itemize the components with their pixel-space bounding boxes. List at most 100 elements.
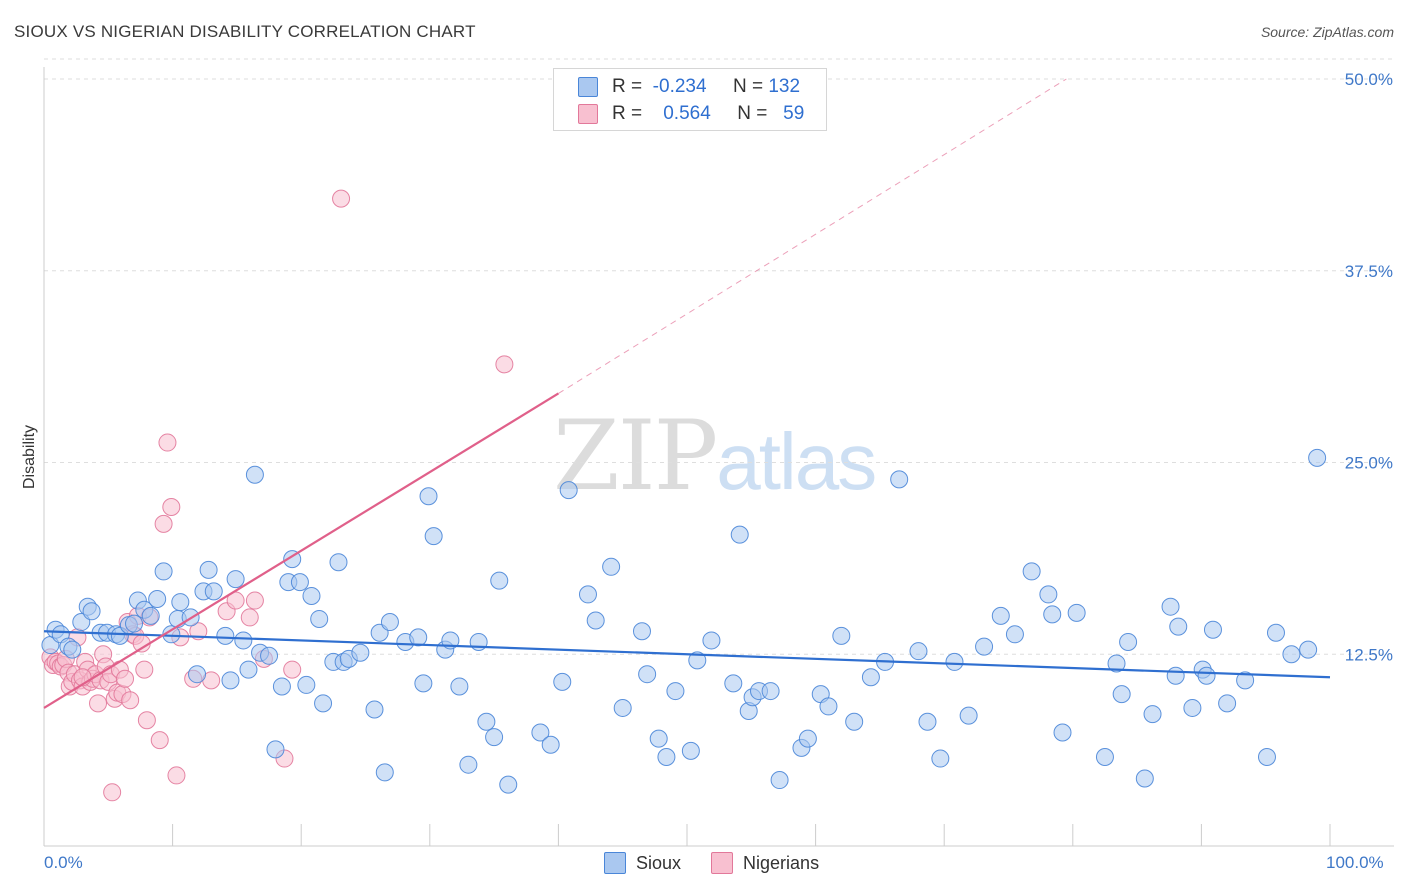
sioux-point bbox=[380, 613, 399, 632]
bottom-legend: Sioux Nigerians bbox=[604, 852, 849, 874]
sioux-point bbox=[1183, 698, 1202, 717]
sioux-point bbox=[724, 674, 743, 693]
nigerians-point bbox=[332, 189, 351, 208]
sioux-trend-line bbox=[43, 630, 1331, 679]
sioux-point bbox=[477, 712, 496, 731]
nigerians-point bbox=[135, 660, 154, 679]
sioux-point bbox=[1039, 585, 1058, 604]
sioux-point bbox=[351, 643, 370, 662]
sioux-point bbox=[559, 481, 578, 500]
sioux-point bbox=[375, 763, 394, 782]
sioux-point bbox=[1236, 671, 1255, 690]
sioux-point bbox=[1107, 654, 1126, 673]
sioux-point bbox=[890, 470, 909, 489]
sioux-point bbox=[1266, 623, 1285, 642]
nigerians-point bbox=[495, 355, 514, 374]
bottom-legend-sioux[interactable]: Sioux bbox=[604, 852, 681, 874]
nigerians-point bbox=[137, 711, 156, 730]
legend-r-value: -0.234 bbox=[652, 76, 707, 97]
legend-r-label: R = bbox=[612, 76, 643, 97]
y-tick-label: 37.5% bbox=[1345, 262, 1393, 281]
sioux-point bbox=[541, 735, 560, 754]
sioux-point bbox=[314, 694, 333, 713]
y-tick-label: 50.0% bbox=[1345, 70, 1393, 89]
nigerians-point bbox=[283, 660, 302, 679]
sioux-point bbox=[553, 672, 572, 691]
sioux-point bbox=[1299, 640, 1318, 659]
sioux-point bbox=[204, 582, 223, 601]
sioux-point bbox=[125, 614, 144, 633]
sioux-point bbox=[226, 570, 245, 589]
sioux-point bbox=[409, 628, 428, 647]
sioux-point bbox=[290, 573, 309, 592]
bottom-legend-label-sioux: Sioux bbox=[636, 852, 682, 873]
nigerians-point bbox=[150, 731, 169, 750]
sioux-point bbox=[216, 626, 235, 645]
sioux-point bbox=[245, 465, 264, 484]
sioux-point bbox=[1067, 603, 1086, 622]
nigerians-point bbox=[103, 783, 122, 802]
legend-n-value: 59 bbox=[783, 103, 805, 124]
nigerians-point bbox=[116, 669, 135, 688]
sioux-point bbox=[959, 706, 978, 725]
sioux-point bbox=[414, 674, 433, 693]
legend-n-label: N = bbox=[737, 103, 768, 124]
legend-n-value: 132 bbox=[768, 76, 801, 97]
sioux-point bbox=[1143, 705, 1162, 724]
sioux-point bbox=[234, 631, 253, 650]
sioux-point bbox=[638, 665, 657, 684]
sioux-point bbox=[1022, 562, 1041, 581]
legend-r-label: R = bbox=[612, 103, 643, 124]
legend-row-sioux: R = -0.234 N = 132 bbox=[578, 76, 800, 98]
axes bbox=[43, 67, 1394, 847]
sioux-point bbox=[770, 771, 789, 790]
sioux-point bbox=[1161, 597, 1180, 616]
sioux-point bbox=[578, 585, 597, 604]
sioux-point bbox=[798, 729, 817, 748]
sioux-point bbox=[329, 553, 348, 572]
sioux-point bbox=[1257, 748, 1276, 767]
y-tick-label: 25.0% bbox=[1345, 454, 1393, 473]
sioux-point bbox=[1203, 620, 1222, 639]
sioux-point bbox=[991, 606, 1010, 625]
legend-n-label: N = bbox=[732, 76, 764, 97]
nigerians-point bbox=[167, 766, 186, 785]
sioux-point bbox=[1135, 769, 1154, 788]
sioux-point bbox=[297, 675, 316, 694]
sioux-point bbox=[730, 525, 749, 544]
sioux-point bbox=[1005, 625, 1024, 644]
bottom-legend-label-nigerians: Nigerians bbox=[743, 852, 820, 873]
sioux-point bbox=[260, 646, 279, 665]
y-axis-label: Disability bbox=[21, 425, 38, 489]
sioux-point bbox=[1043, 605, 1062, 624]
sioux-point bbox=[365, 700, 384, 719]
sioux-point bbox=[499, 775, 518, 794]
sioux-point bbox=[602, 557, 621, 576]
nigerians-point bbox=[189, 622, 208, 641]
sioux-point bbox=[148, 590, 167, 609]
bottom-legend-nigerians[interactable]: Nigerians bbox=[711, 852, 819, 874]
sioux-point bbox=[419, 487, 438, 506]
sioux-point bbox=[666, 682, 685, 701]
nigerians-point bbox=[240, 608, 259, 627]
sioux-point bbox=[702, 631, 721, 650]
x-tick-label-min: 0.0% bbox=[44, 853, 83, 872]
nigerians-point bbox=[154, 514, 173, 533]
sioux-point bbox=[424, 527, 443, 546]
legend-swatch-sioux bbox=[578, 77, 598, 97]
sioux-point bbox=[272, 677, 291, 696]
x-tick-label-max: 100.0% bbox=[1326, 853, 1384, 872]
legend-swatch-nigerians bbox=[578, 104, 598, 124]
sioux-point bbox=[613, 698, 632, 717]
sioux-point bbox=[450, 677, 469, 696]
sioux-point bbox=[82, 602, 101, 621]
sioux-point bbox=[1119, 632, 1138, 651]
nigerians-point bbox=[158, 433, 177, 452]
chart-title: SIOUX VS NIGERIAN DISABILITY CORRELATION… bbox=[14, 22, 476, 41]
sioux-point bbox=[1166, 666, 1185, 685]
sioux-point bbox=[63, 640, 82, 659]
sioux-point bbox=[239, 660, 258, 679]
sioux-point bbox=[490, 571, 509, 590]
sioux-point bbox=[459, 755, 478, 774]
